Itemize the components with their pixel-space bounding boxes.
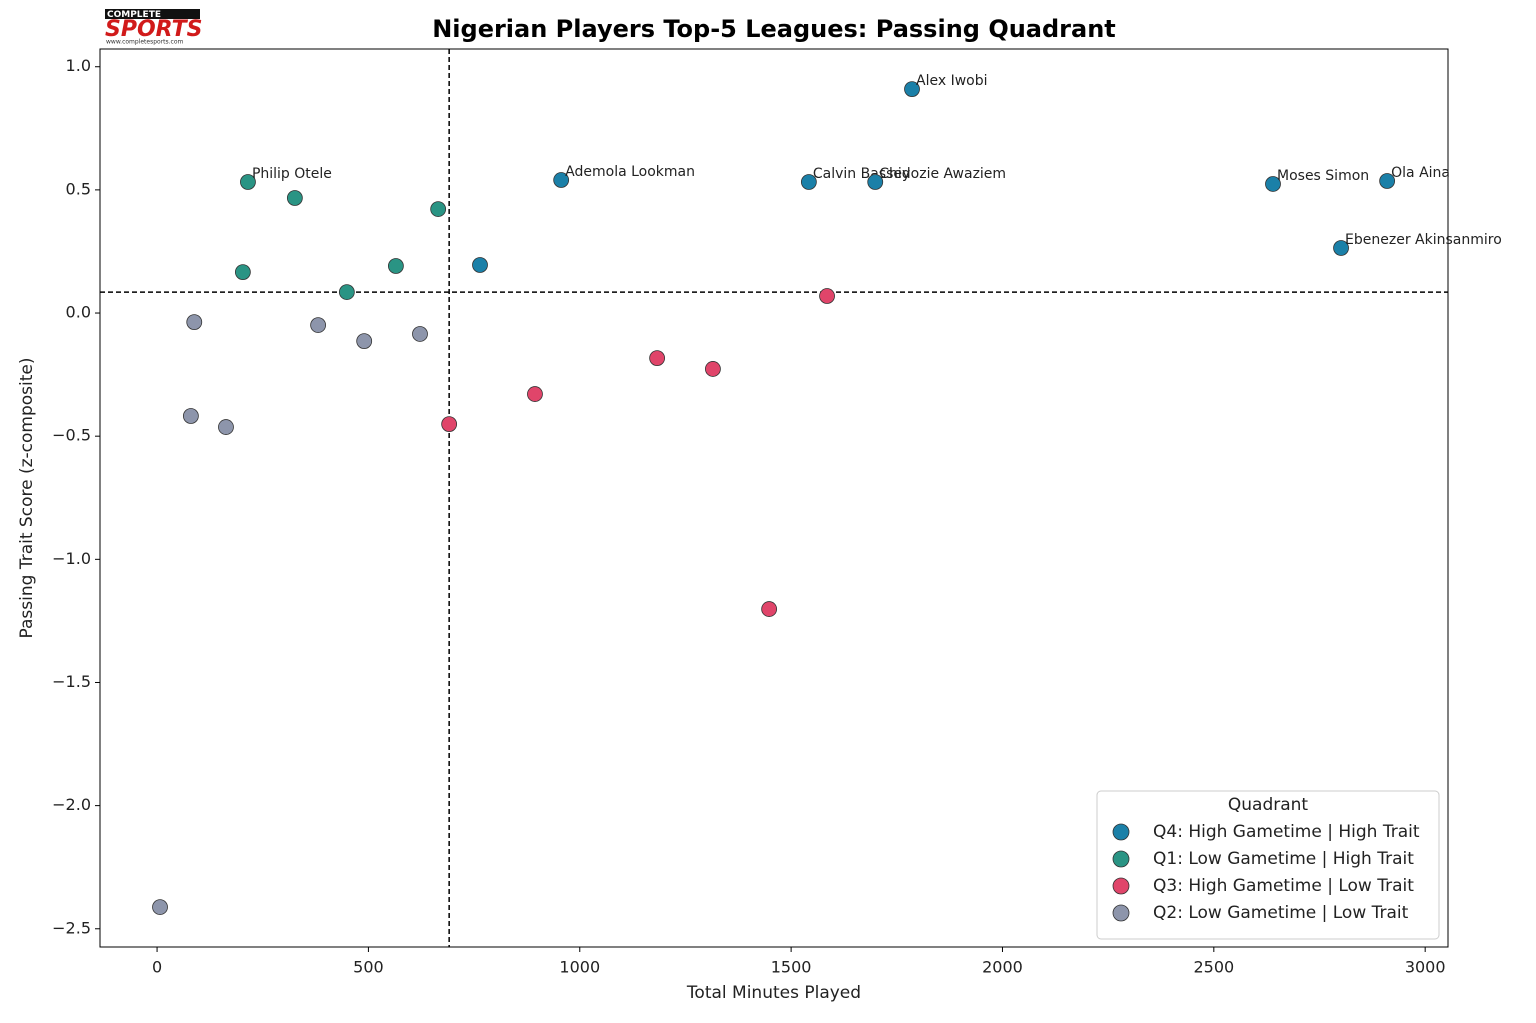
point	[649, 350, 666, 367]
chart-title: Nigerian Players Top-5 Leagues: Passing …	[432, 15, 1116, 43]
logo-name: SPORTS	[105, 17, 202, 42]
point	[234, 264, 251, 281]
logo-bar	[105, 9, 200, 19]
point	[705, 361, 721, 377]
y-tick-label: 0.5	[66, 179, 91, 198]
x-tick-label: 2500	[1193, 958, 1234, 977]
x-tick-label: 500	[353, 958, 384, 977]
point-label: Calvin Bassey	[813, 166, 910, 182]
point	[310, 317, 327, 333]
point-label: Alex Iwobi	[916, 73, 988, 89]
legend-label: Q2: Low Gametime | Low Trait	[1153, 903, 1409, 923]
x-tick-label: 1000	[559, 958, 600, 977]
point	[186, 314, 203, 331]
legend-marker	[1112, 823, 1130, 841]
point	[553, 172, 570, 188]
point	[904, 81, 920, 98]
y-tick-label: −2.5	[52, 918, 91, 937]
point	[240, 174, 256, 190]
point	[472, 257, 488, 273]
point-label: Ademola Lookman	[565, 164, 695, 180]
point	[527, 386, 543, 402]
point	[286, 190, 303, 206]
point-label: Chidozie Awaziem	[879, 166, 1006, 182]
point	[1333, 240, 1349, 256]
point	[1379, 173, 1396, 189]
point	[819, 288, 835, 304]
legend-label: Q3: High Gametime | Low Trait	[1153, 876, 1414, 896]
point	[867, 174, 884, 190]
y-tick-label: −1.0	[52, 549, 91, 568]
y-tick-label: 1.0	[66, 56, 91, 75]
legend-marker	[1112, 877, 1130, 895]
x-tick-label: 3000	[1405, 958, 1446, 977]
legend-label: Q1: Low Gametime | High Trait	[1153, 849, 1414, 869]
legend-marker	[1112, 850, 1130, 868]
y-axis-label: Passing Trait Score (z-composite)	[17, 358, 37, 639]
point	[430, 201, 447, 217]
logo: COMPLETE SPORTS www.completesports.com	[105, 9, 202, 46]
x-tick-label: 1500	[771, 958, 812, 977]
legend-box	[1096, 790, 1440, 940]
point	[356, 333, 373, 350]
point	[441, 416, 458, 433]
point	[761, 601, 778, 617]
legend-marker	[1112, 904, 1130, 922]
y-tick-label: 0.0	[66, 303, 91, 322]
point-label: Ola Aina	[1391, 165, 1450, 181]
point-label: Philip Otele	[252, 166, 332, 182]
point	[800, 174, 817, 190]
legend-title: Quadrant	[1228, 795, 1309, 815]
point	[412, 326, 428, 342]
point	[152, 899, 168, 915]
logo-top: COMPLETE	[107, 10, 161, 20]
x-tick-label: 2000	[982, 958, 1023, 977]
plot-frame	[99, 48, 1449, 948]
point	[338, 284, 355, 300]
logo-url: www.completesports.com	[106, 39, 184, 46]
x-axis-label: Total Minutes Played	[686, 983, 861, 1003]
y-tick-label: −0.5	[52, 426, 91, 445]
point	[1265, 176, 1281, 192]
point-label: Ebenezer Akinsanmiro	[1345, 232, 1502, 248]
point	[387, 258, 404, 274]
y-tick-label: −1.5	[52, 672, 91, 691]
x-tick-label: 0	[152, 958, 162, 977]
point	[182, 408, 199, 424]
legend-label: Q4: High Gametime | High Trait	[1153, 822, 1420, 842]
y-tick-label: −2.0	[52, 795, 91, 814]
point	[218, 419, 234, 435]
point-label: Moses Simon	[1277, 168, 1369, 184]
